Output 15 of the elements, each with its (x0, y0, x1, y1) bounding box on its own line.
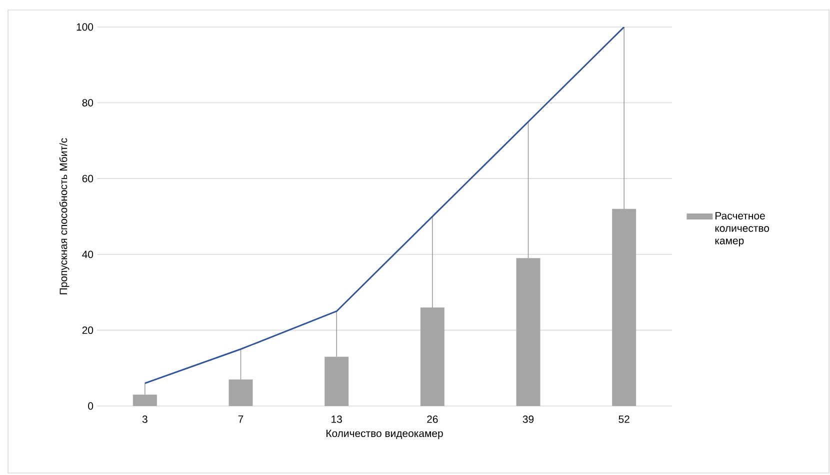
x-tick-label: 7 (238, 416, 244, 423)
y-tick-label: 0 (88, 402, 94, 410)
y-tick-label: 100 (76, 23, 94, 31)
y-tick-label: 40 (82, 250, 94, 258)
legend-label: Расчетное количество камер (715, 212, 770, 246)
y-tick-label: 80 (82, 99, 94, 106)
x-tick-label: 3 (142, 416, 148, 423)
x-tick-label: 26 (427, 416, 438, 423)
y-axis-title: Пропускная способность Мбит/с (59, 138, 70, 294)
y-tick-label: 60 (82, 174, 94, 182)
x-axis-title: Количество видеокамер (326, 430, 443, 440)
x-tick-label: 52 (618, 416, 630, 423)
x-tick-label: 13 (332, 416, 342, 423)
y-tick-label: 20 (82, 326, 94, 334)
x-tick-label: 39 (522, 416, 534, 423)
